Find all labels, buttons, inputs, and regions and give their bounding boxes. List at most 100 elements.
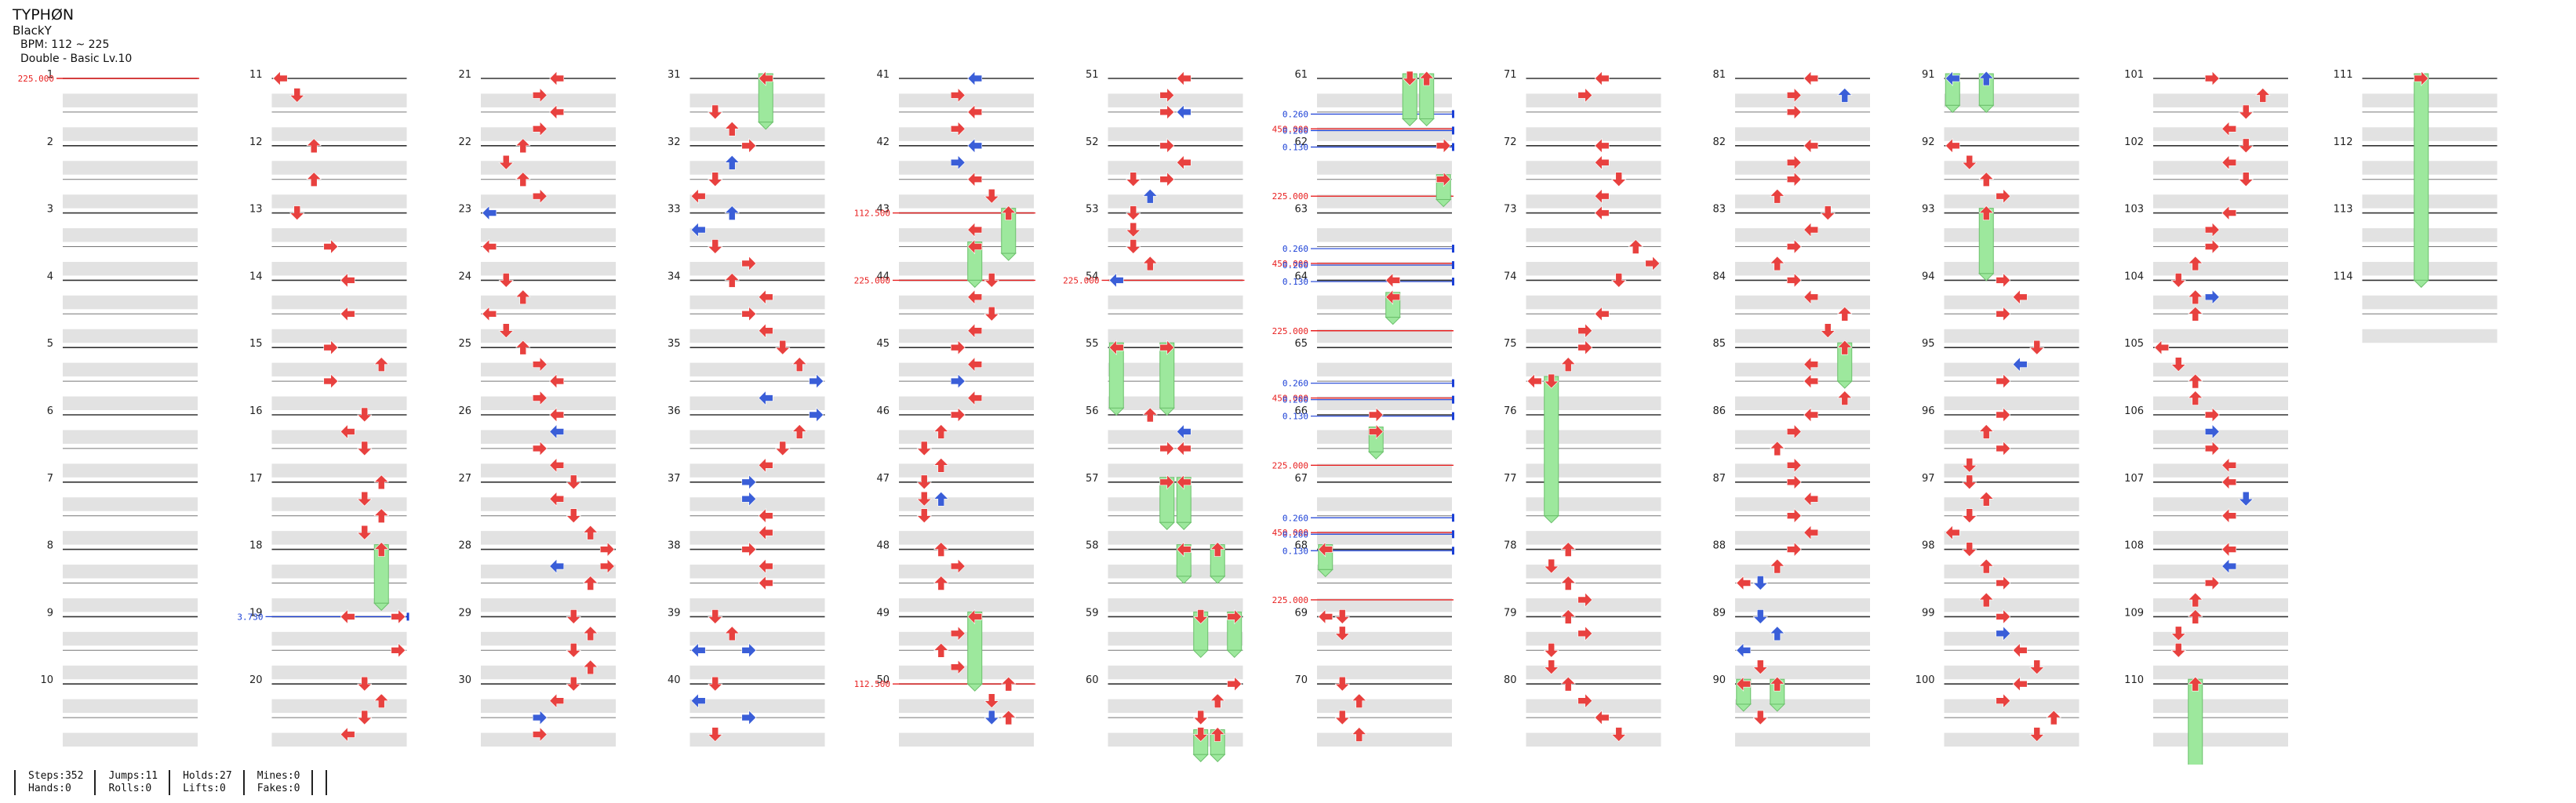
arrow-down-icon [2170, 357, 2186, 372]
hold-end [1836, 380, 1853, 389]
arrow-left-icon [2012, 356, 2028, 372]
arrow-right-icon [741, 491, 757, 507]
measure-number: 8 [47, 540, 53, 552]
arrow-down-icon [1962, 508, 1977, 524]
measure-band [1317, 228, 1452, 242]
measure-band [2153, 161, 2288, 175]
measure-band [1735, 463, 1870, 478]
measure-71: 71 [1504, 69, 1661, 141]
arrow-left-icon [1803, 71, 1819, 86]
measure-band [1317, 631, 1452, 646]
measure-band [2153, 261, 2288, 276]
measure-band [689, 699, 825, 714]
arrow-right-icon [1577, 626, 1593, 641]
arrow-up-icon [1352, 693, 1367, 708]
arrow-left-icon [1945, 71, 1960, 86]
measure-number: 10 [40, 674, 53, 686]
arrow-left-icon [1945, 525, 1960, 540]
arrow-right-icon [1577, 323, 1593, 339]
arrow-left-icon [1594, 188, 1610, 204]
measure-104: 104 [2124, 271, 2288, 343]
measure-56: 56 [1086, 405, 1243, 478]
measure-band [1735, 329, 1870, 343]
arrow-down-icon [2170, 642, 2186, 658]
measure-47: 47 [876, 473, 1034, 545]
measure-band [1944, 631, 2079, 646]
arrow-down-icon [2170, 626, 2186, 641]
song-artist: BlackY [13, 24, 52, 38]
measure-number: 110 [2124, 674, 2144, 686]
arrow-left-icon [1385, 289, 1401, 305]
arrow-up-icon [306, 138, 322, 154]
measure-band [899, 295, 1034, 310]
arrow-right-icon [1996, 626, 2011, 641]
measure-band [689, 598, 825, 612]
stop-12: 3.730 [237, 612, 409, 622]
measure-51: 51 [1086, 69, 1243, 141]
measure-number: 76 [1504, 405, 1517, 417]
measure-band [481, 161, 616, 175]
arrow-up-icon [515, 340, 531, 355]
arrow-left-icon [1594, 71, 1610, 86]
measure-band [481, 665, 616, 680]
measure-band [689, 396, 825, 410]
difficulty-label: Double - Basic Lv.10 [20, 53, 133, 65]
measure-number: 33 [668, 204, 681, 216]
measure-44: 44 [876, 271, 1034, 343]
measure-70: 70 [1294, 674, 1452, 747]
measure-89: 89 [1712, 607, 1870, 680]
arrow-right-icon [1368, 423, 1384, 440]
measure-number: 90 [1712, 674, 1726, 686]
measure-30: 30 [458, 674, 616, 747]
measure-42: 42 [876, 136, 1034, 209]
measure-band [481, 497, 616, 511]
arrow-up-icon [1628, 239, 1643, 254]
arrow-up-icon [515, 289, 531, 305]
measure-band [899, 463, 1034, 478]
arrow-down-icon [708, 676, 723, 692]
arrow-left-icon [1526, 373, 1542, 389]
measure-31: 31 [668, 69, 825, 141]
measure-43: 43 [876, 204, 1034, 276]
measure-band [1944, 161, 2079, 175]
arrow-up-icon [583, 576, 599, 590]
arrow-right-icon [1996, 188, 2011, 204]
arrow-up-icon [724, 272, 740, 288]
arrow-down-icon [566, 474, 581, 490]
stats-end [311, 770, 327, 795]
fakes-count: Fakes:0 [257, 783, 300, 794]
arrow-left-icon [1945, 138, 1960, 154]
arrow-up-icon [515, 138, 531, 154]
measure-band [1735, 732, 1870, 747]
measure-band [689, 531, 825, 545]
arrow-right-icon [1786, 474, 1802, 490]
hold-end [1317, 569, 1333, 578]
measure-60: 60 [1086, 674, 1243, 747]
measure-band [899, 362, 1034, 377]
arrow-right-icon [1996, 272, 2011, 289]
measure-band [1108, 531, 1243, 545]
measure-band [271, 497, 407, 511]
measure-2: 2 [47, 136, 198, 209]
measure-27: 27 [458, 473, 616, 545]
measure-band [1526, 463, 1661, 478]
arrow-right-icon [809, 407, 824, 423]
bpm-change-10: 225.000 [1272, 460, 1454, 471]
measure-82: 82 [1712, 136, 1870, 209]
arrow-right-icon [1786, 541, 1802, 558]
measure-58: 58 [1086, 540, 1243, 612]
measure-band [481, 329, 616, 343]
measure-number: 83 [1712, 204, 1726, 216]
arrow-right-icon [1996, 373, 2011, 389]
stop-value: 0.260 [1283, 109, 1308, 119]
measure-band [2362, 295, 2498, 310]
arrow-down-icon [1126, 239, 1141, 254]
measure-band [1108, 127, 1243, 141]
measure-band [271, 531, 407, 545]
measure-number: 89 [1712, 607, 1726, 619]
measure-band [689, 93, 825, 107]
bpm-change-9: 450.000 [1272, 394, 1454, 404]
hold-end [373, 602, 390, 611]
arrow-right-icon [950, 373, 966, 389]
arrow-left-icon [549, 373, 565, 389]
